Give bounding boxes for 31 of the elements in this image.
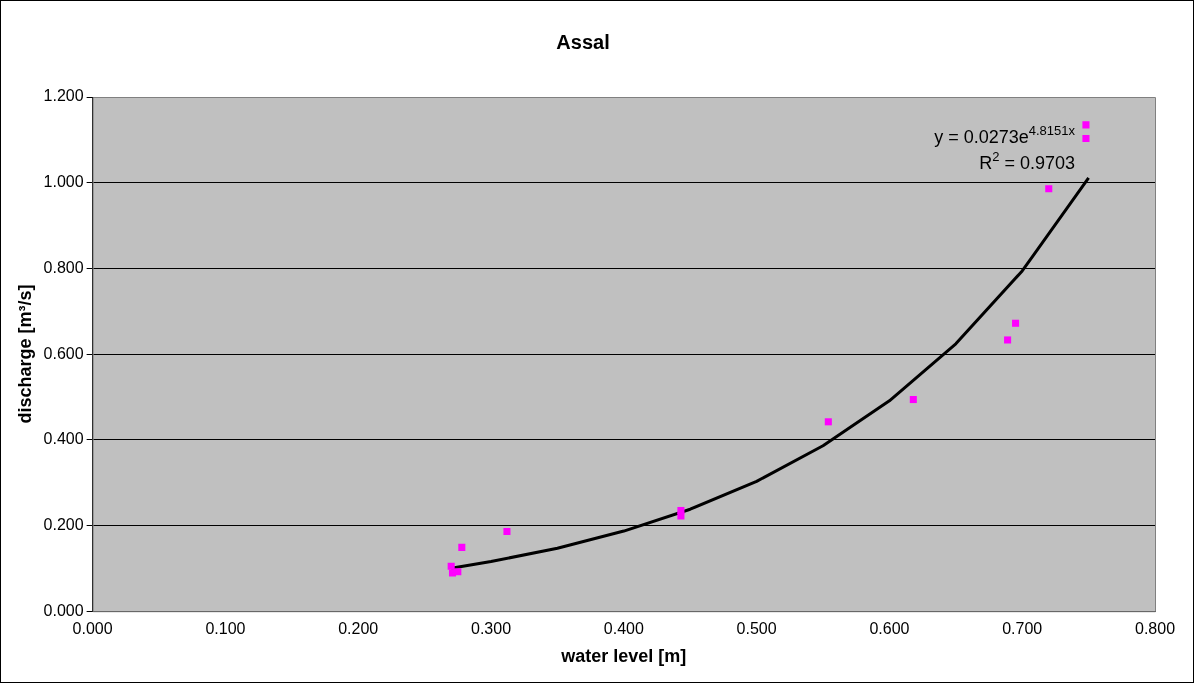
y-axis-title: discharge [m³/s]	[14, 284, 35, 424]
chart-title: Assal	[556, 30, 610, 53]
y-tick-label: 0.800	[43, 258, 84, 276]
point	[458, 543, 466, 551]
x-axis-title: water level [m]	[560, 646, 687, 667]
point	[1012, 319, 1020, 327]
x-tick-label: 0.600	[869, 620, 910, 638]
point	[1082, 121, 1090, 129]
point	[1045, 185, 1053, 193]
point	[1082, 135, 1090, 143]
x-tick-label: 0.500	[736, 620, 777, 638]
point	[1004, 336, 1012, 344]
point	[677, 512, 685, 520]
y-tick-label: 0.600	[43, 344, 84, 362]
x-tick-label: 0.200	[338, 620, 379, 638]
x-tick-label: 0.800	[1134, 620, 1176, 638]
y-tick-label: 0.400	[43, 430, 84, 448]
x-tick-label: 0.700	[1002, 620, 1043, 638]
x-tick-label: 0.000	[72, 620, 113, 638]
point	[824, 418, 832, 426]
y-tick-label: 0.200	[43, 515, 84, 533]
point	[503, 527, 511, 536]
x-tick-label: 0.400	[603, 620, 644, 638]
point	[454, 568, 462, 576]
point	[909, 395, 917, 404]
y-tick-label: 1.200	[43, 87, 84, 105]
y-tick-label: 1.000	[43, 173, 84, 191]
x-tick-label: 0.300	[471, 620, 512, 638]
point	[447, 562, 455, 570]
x-tick-label: 0.100	[205, 620, 246, 638]
y-tick-label: 0.000	[43, 601, 84, 619]
